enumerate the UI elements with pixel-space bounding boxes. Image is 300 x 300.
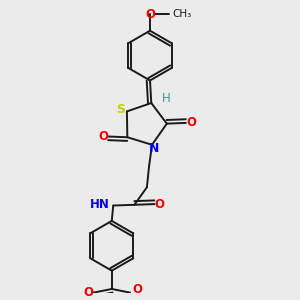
Text: O: O	[98, 130, 108, 143]
Text: O: O	[186, 116, 196, 129]
Text: O: O	[145, 8, 155, 21]
Text: O: O	[83, 286, 93, 299]
Text: H: H	[162, 92, 170, 105]
Text: O: O	[132, 283, 142, 296]
Text: CH₃: CH₃	[172, 9, 191, 19]
Text: O: O	[155, 198, 165, 211]
Text: S: S	[116, 103, 125, 116]
Text: HN: HN	[90, 198, 110, 211]
Text: N: N	[149, 142, 159, 155]
